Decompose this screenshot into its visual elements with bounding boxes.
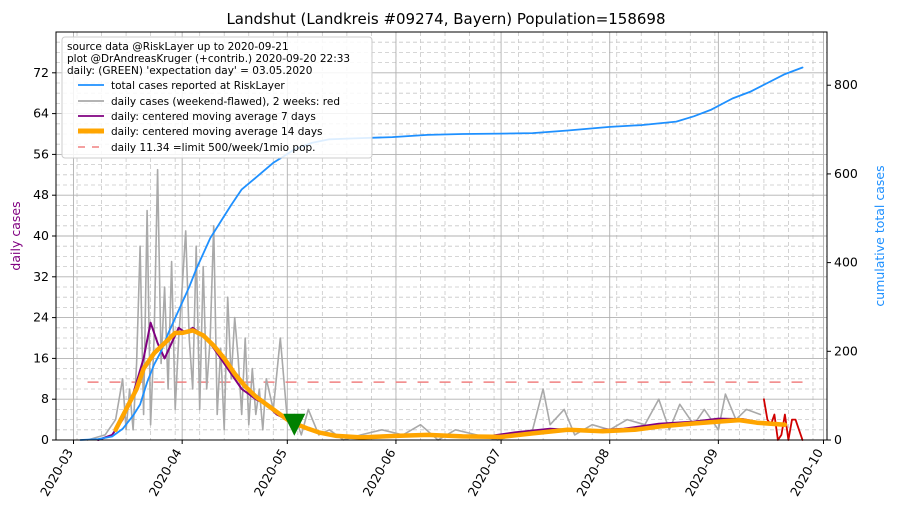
plot-area (79, 66, 813, 441)
y-tick-label: 64 (33, 106, 49, 121)
legend-label-limit: daily 11.34 =limit 500/week/1mio pop. (111, 142, 316, 154)
x-tick-label: 2020-08 (573, 446, 612, 499)
y-tick-label: 40 (33, 228, 49, 243)
y-tick-label: 32 (33, 269, 49, 284)
y-axis-label-left: daily cases (8, 201, 23, 270)
chart-title: Landshut (Landkreis #09274, Bayern) Popu… (226, 10, 665, 28)
x-tick-label: 2020-03 (37, 446, 76, 499)
y-tick-label: 16 (33, 350, 49, 365)
x-axis-ticks: 2020-03 2020-04 2020-05 2020-06 2020-07 2020-… (37, 440, 826, 499)
series-line-2 (763, 398, 804, 441)
legend: source data @RiskLayer up to 2020-09-21 … (61, 36, 373, 159)
y-axis-label-right: cumulative total cases (872, 165, 887, 306)
x-tick-label: 2020-09 (682, 446, 721, 499)
legend-label-ma14: daily: centered moving average 14 days (111, 126, 323, 138)
right-y-axis-ticks: 0 200 400 600 800 (827, 77, 858, 447)
legend-label-daily: daily cases (weekend-flawed), 2 weeks: r… (111, 96, 340, 108)
x-tick-label: 2020-05 (251, 446, 290, 499)
y-tick-label: 48 (33, 187, 49, 202)
x-tick-label: 2020-06 (359, 446, 398, 499)
right-tick-label: 600 (834, 166, 858, 181)
expectation-day-marker (283, 413, 306, 436)
right-tick-label: 0 (834, 432, 842, 447)
x-tick-label: 2020-10 (787, 446, 826, 499)
right-tick-label: 200 (834, 343, 858, 358)
legend-label-ma7: daily: centered moving average 7 days (111, 111, 316, 123)
source-line-2: plot @DrAndreasKruger (+contrib.) 2020-0… (67, 53, 350, 65)
source-line-3: daily: (GREEN) 'expectation day' = 03.05… (67, 65, 312, 77)
right-tick-label: 400 (834, 255, 858, 270)
left-y-axis-ticks: 0 8 16 24 32 40 48 56 64 72 (33, 65, 56, 447)
series-line-0 (79, 66, 804, 441)
y-tick-label: 56 (33, 146, 49, 161)
source-line-1: source data @RiskLayer up to 2020-09-21 (67, 41, 289, 53)
x-tick-label: 2020-07 (465, 446, 504, 499)
legend-background (61, 36, 373, 159)
y-tick-label: 0 (41, 432, 49, 447)
x-tick-label: 2020-04 (146, 446, 185, 499)
right-tick-label: 800 (834, 77, 858, 92)
legend-label-total: total cases reported at RiskLayer (111, 80, 285, 92)
y-tick-label: 72 (33, 65, 49, 80)
y-tick-label: 8 (41, 391, 49, 406)
y-tick-label: 24 (33, 310, 49, 325)
